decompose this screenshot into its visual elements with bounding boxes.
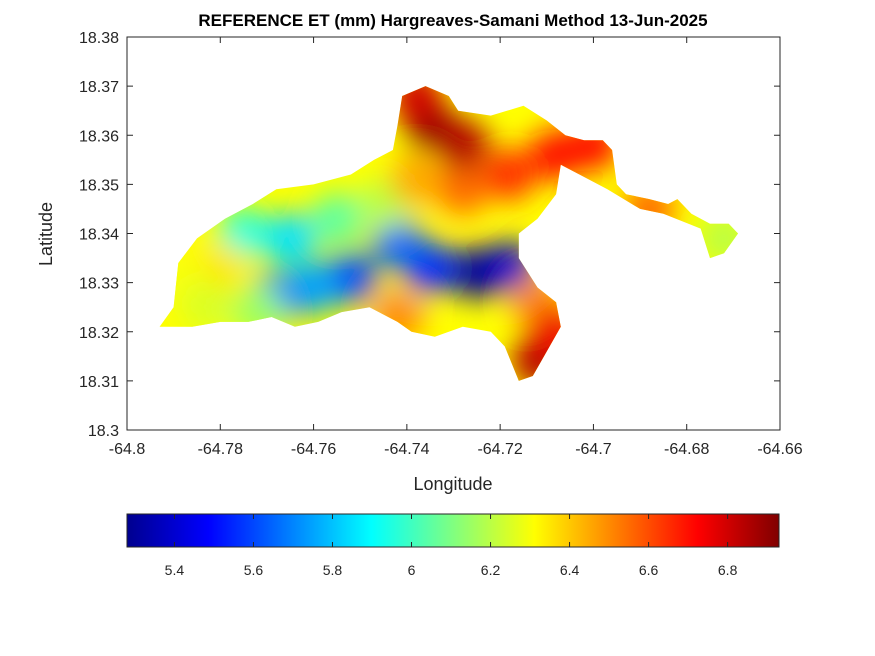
chart-title: REFERENCE ET (mm) Hargreaves-Samani Meth… xyxy=(198,11,707,30)
x-tick-label: -64.8 xyxy=(109,441,146,458)
colorbar-tick-label: 6.6 xyxy=(639,562,659,578)
x-tick-label: -64.74 xyxy=(384,441,429,458)
colorbar xyxy=(126,513,780,548)
et-value-point xyxy=(436,119,489,172)
x-tick-label: -64.76 xyxy=(291,441,336,458)
y-tick-label: 18.36 xyxy=(79,128,119,145)
et-value-point xyxy=(180,281,233,334)
colorbar-ticks: 5.4 5.6 5.8 6 6.2 6.4 6.6 6.8 xyxy=(165,514,738,578)
colorbar-tick-label: 5.6 xyxy=(244,562,264,578)
et-value-point xyxy=(483,148,536,201)
y-tick-label: 18.31 xyxy=(79,374,119,391)
colorbar-tick-label: 6.2 xyxy=(481,562,501,578)
x-tick-label: -64.68 xyxy=(664,441,709,458)
et-value-point xyxy=(390,153,443,206)
x-tick-label: -64.72 xyxy=(477,441,522,458)
et-value-point xyxy=(390,86,443,122)
y-tick-label: 18.3 xyxy=(88,423,119,440)
colorbar-tick-label: 5.4 xyxy=(165,562,185,578)
y-tick-label: 18.33 xyxy=(79,276,119,293)
y-tick-label: 18.34 xyxy=(79,227,119,244)
colorbar-tick-label: 5.8 xyxy=(323,562,343,578)
y-axis-label: Latitude xyxy=(36,202,56,266)
y-tick-label: 18.37 xyxy=(79,79,119,96)
x-axis: -64.8 -64.78 -64.76 -64.74 -64.72 -64.7 -64.68… xyxy=(109,37,803,458)
et-value-point xyxy=(436,163,489,216)
x-axis-label: Longitude xyxy=(413,474,492,494)
y-axis: 18.3 18.31 18.32 18.33 18.34 18.35 18.36 18.37 1… xyxy=(79,30,780,440)
et-value-point xyxy=(310,192,363,245)
colorbar-tick-label: 6.4 xyxy=(560,562,580,578)
colorbar-tick-label: 6.8 xyxy=(718,562,738,578)
y-tick-label: 18.38 xyxy=(79,30,119,47)
x-tick-label: -64.66 xyxy=(757,441,802,458)
et-value-point xyxy=(371,217,424,270)
colorbar-tick-label: 6 xyxy=(408,562,416,578)
x-tick-label: -64.7 xyxy=(575,441,612,458)
et-value-point xyxy=(264,212,317,265)
y-tick-label: 18.35 xyxy=(79,177,119,194)
x-tick-label: -64.78 xyxy=(198,441,243,458)
y-tick-label: 18.32 xyxy=(79,325,119,342)
